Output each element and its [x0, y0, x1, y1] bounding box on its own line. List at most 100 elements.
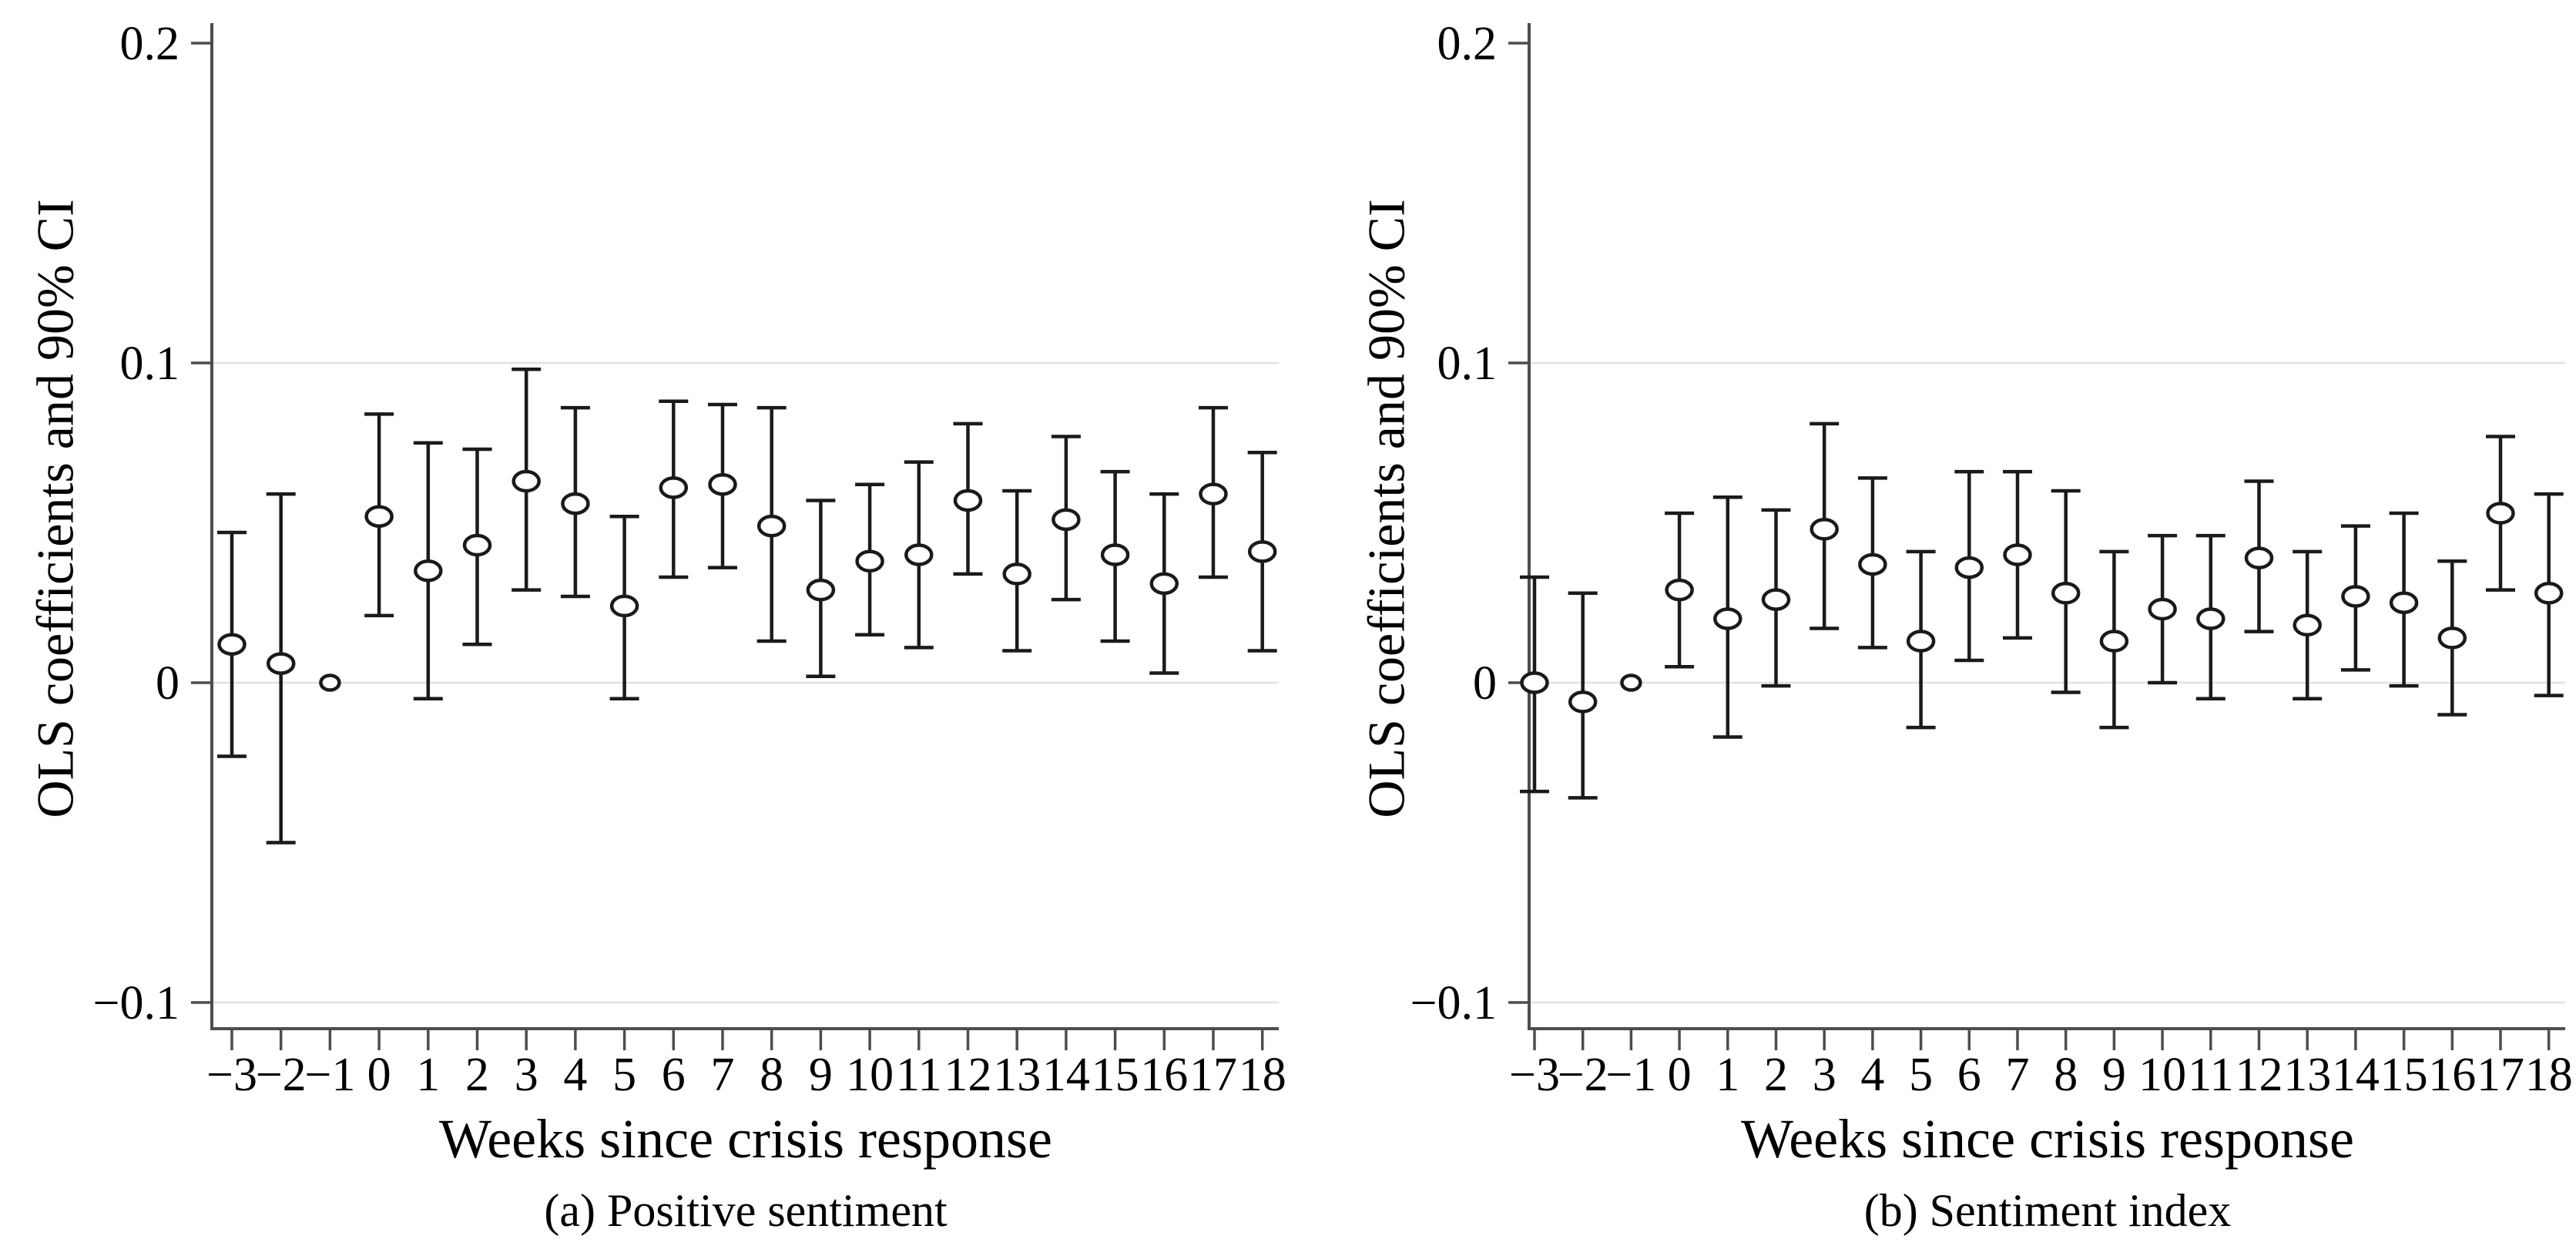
estimate-marker — [2099, 630, 2129, 653]
estimate-marker — [1858, 552, 1887, 576]
x-tick-label: 17 — [2477, 1049, 2524, 1101]
ci-point-week--3 — [217, 530, 247, 758]
x-tick-label: −3 — [206, 1049, 257, 1101]
estimate-marker — [1810, 518, 1839, 541]
ci-point-week-15 — [1100, 469, 1130, 643]
ci-point-week-10 — [2148, 533, 2178, 685]
x-tick-label: 6 — [1957, 1049, 1981, 1101]
ci-point-week-3 — [512, 368, 542, 592]
ci-point-week-17 — [1199, 405, 1228, 579]
panel-a-plot: 0.20.10−0.1−3−2−1 0 1 2 3 4 5 6 7 8 9 10 11 12 13 14 15 1… — [93, 18, 1286, 1101]
estimate-marker — [1665, 578, 1694, 602]
ci-point-week-13 — [2293, 549, 2323, 700]
estimate-marker — [561, 492, 590, 515]
x-tick-label: 1 — [1716, 1049, 1739, 1101]
estimate-marker — [855, 549, 884, 573]
x-tick-label: 17 — [1189, 1049, 1237, 1101]
estimate-marker — [414, 559, 443, 583]
estimate-marker — [1052, 508, 1081, 532]
ci-point-week-16 — [1149, 492, 1179, 675]
y-tick-label: 0.1 — [120, 338, 180, 390]
estimate-marker — [1954, 556, 1984, 579]
x-tick-label: 14 — [1042, 1049, 1090, 1101]
x-tick-label: −3 — [1509, 1049, 1560, 1101]
ci-point-week-18 — [2534, 492, 2564, 697]
ci-point-week-12 — [953, 421, 983, 576]
ci-point-week-9 — [2099, 549, 2129, 730]
panel-b-plot: 0.20.10−0.1−3−2−1 0 1 2 3 4 5 6 7 8 9 10 11 12 13 14 15 1… — [1410, 18, 2573, 1101]
estimate-marker — [2486, 502, 2515, 525]
estimate-marker — [659, 476, 689, 499]
ci-point-week--2 — [1568, 591, 1598, 800]
estimate-marker — [2003, 543, 2032, 566]
ci-point-week-12 — [2244, 479, 2274, 633]
x-tick-label: 0 — [367, 1049, 391, 1101]
estimate-marker — [2534, 582, 2564, 605]
estimate-marker — [1002, 563, 1031, 586]
y-tick-label: −0.1 — [1410, 977, 1497, 1029]
estimate-marker — [1568, 690, 1598, 714]
ci-point-week-7 — [708, 402, 737, 569]
ci-point-week-15 — [2389, 511, 2419, 688]
estimate-marker — [1149, 572, 1179, 596]
ci-point-week-0 — [364, 412, 394, 618]
x-tick-label: 15 — [1092, 1049, 1139, 1101]
ci-point-week-14 — [1051, 435, 1081, 602]
ci-point-week--1 — [1620, 673, 1642, 692]
ci-point-week-2 — [462, 447, 492, 646]
x-tick-label: 13 — [2283, 1049, 2331, 1101]
x-tick-label: 6 — [662, 1049, 686, 1101]
panel-b-sentiment-index: 0.2 0.1 0 −0.1 −3 −2 −1 0 1 2 3 4 5 6 7 8 9 10 11 12 13 14 15 1… — [1288, 0, 2576, 1256]
estimate-marker — [512, 469, 541, 493]
estimate-marker — [609, 594, 639, 618]
x-tick-label: 11 — [2188, 1049, 2234, 1101]
estimate-marker — [1199, 482, 1228, 505]
y-axis-title: OLS coefficients and 90% CI — [1357, 199, 1416, 818]
x-tick-label: 4 — [1860, 1049, 1884, 1101]
estimate-marker — [1520, 671, 1549, 694]
ci-point-week--2 — [266, 492, 296, 845]
axis-frame — [210, 23, 1279, 1030]
estimate-marker — [1906, 630, 1936, 653]
ci-point-week-11 — [904, 460, 934, 650]
y-tick-label: 0 — [156, 657, 179, 710]
estimate-marker — [2244, 546, 2274, 569]
estimate-marker — [217, 633, 247, 656]
ci-point-week-2 — [1761, 508, 1791, 688]
y-tick-label: 0.2 — [1437, 18, 1498, 70]
panel-a-caption: (a) Positive sentiment — [544, 1185, 948, 1236]
x-axis-title: Weeks since crisis response — [1741, 1108, 2354, 1170]
estimate-marker — [2341, 585, 2370, 608]
y-tick-label: −0.1 — [93, 977, 179, 1029]
estimate-marker — [806, 578, 836, 602]
x-tick-label: 3 — [1813, 1049, 1836, 1101]
x-tick-label: 12 — [944, 1049, 992, 1101]
estimate-marker — [1247, 540, 1277, 563]
x-tick-label: 7 — [2006, 1049, 2030, 1101]
ci-point-week-14 — [2340, 524, 2370, 672]
x-tick-label: 7 — [711, 1049, 735, 1101]
y-tick-label: 0.1 — [1437, 338, 1498, 390]
ci-point-week-4 — [560, 405, 590, 599]
x-tick-label: 18 — [2525, 1049, 2573, 1101]
ci-point-week-3 — [1810, 421, 1840, 630]
estimate-marker — [266, 652, 296, 675]
estimate-marker — [904, 543, 934, 566]
x-tick-label: 14 — [2332, 1049, 2380, 1101]
estimate-marker — [1761, 588, 1791, 611]
estimate-marker — [756, 514, 787, 538]
estimate-marker — [462, 533, 492, 557]
x-tick-label: 8 — [760, 1049, 783, 1101]
x-tick-label: 9 — [2102, 1049, 2126, 1101]
x-tick-label: 5 — [612, 1049, 636, 1101]
y-tick-label: 0 — [1473, 657, 1497, 710]
estimate-marker — [2148, 597, 2177, 621]
reference-marker — [1620, 673, 1642, 692]
x-tick-label: 1 — [416, 1049, 440, 1101]
ci-point-week-0 — [1665, 511, 1695, 669]
estimate-marker — [1100, 543, 1130, 566]
x-tick-label: 2 — [1764, 1049, 1788, 1101]
estimate-marker — [364, 505, 394, 528]
ci-point-week-11 — [2195, 533, 2225, 700]
